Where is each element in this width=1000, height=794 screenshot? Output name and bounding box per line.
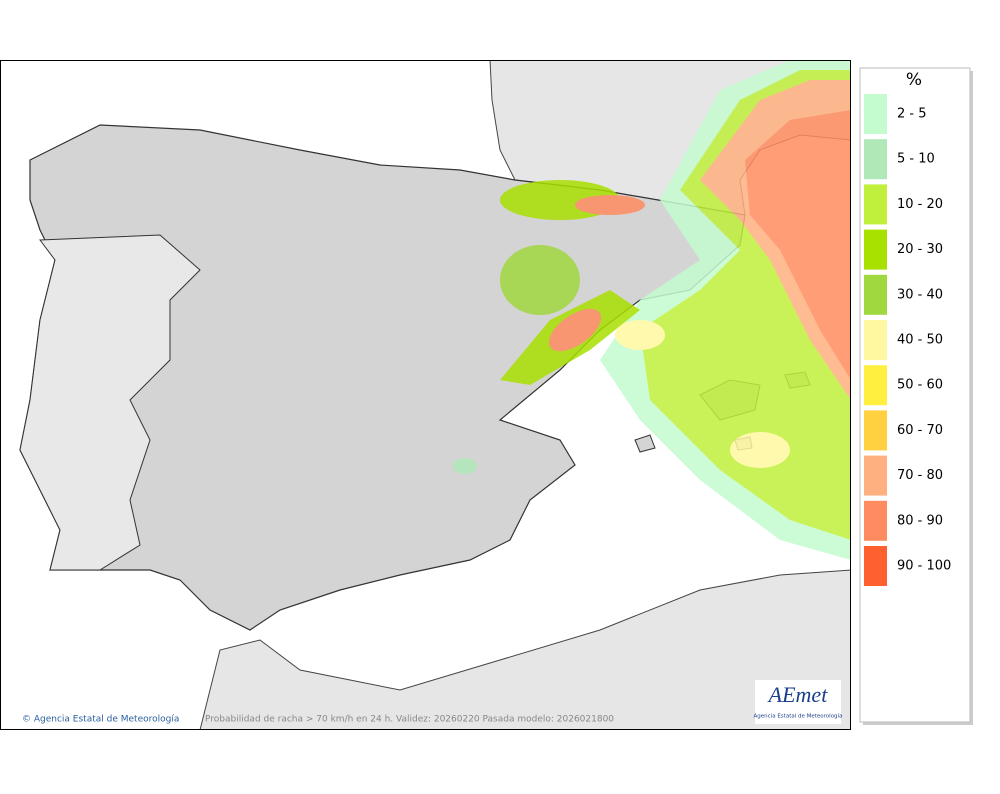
legend-label: 20 - 30: [897, 242, 943, 257]
credit: © Agencia Estatal de Meteorología: [22, 715, 179, 725]
logo-subtitle: Agencia Estatal de Meteorología: [754, 713, 843, 720]
portugal: [19, 234, 201, 571]
legend-swatch: [864, 365, 887, 406]
legend-label: 40 - 50: [897, 333, 943, 348]
legend-label: 5 - 10: [897, 152, 935, 167]
legend-swatch: [864, 320, 887, 360]
legend-swatch: [864, 229, 887, 270]
logo: AEmet: [767, 682, 829, 707]
map-frame: [0, 60, 851, 730]
logo-box: [755, 680, 841, 724]
legend-swatch: [864, 546, 887, 586]
legend-label: 10 - 20: [897, 197, 943, 212]
legend-swatch: [864, 455, 887, 496]
legend-items: 2 - 5 5 - 10 10 - 20 20 - 30 30 - 40 40 - 50 5…: [864, 94, 951, 586]
legend-swatch: [864, 274, 887, 315]
legend-label: 30 - 40: [897, 287, 943, 302]
legend-swatch: [864, 139, 887, 180]
legend-swatch: [864, 500, 887, 541]
legend-label: 60 - 70: [897, 423, 943, 438]
legend-label: 2 - 5: [897, 107, 927, 122]
probability-areas: [453, 61, 850, 560]
africa: [199, 569, 850, 729]
legend-label: 70 - 80: [897, 468, 943, 483]
legend-swatch: [864, 410, 887, 451]
legend-label: 50 - 60: [897, 378, 943, 393]
legend-title: %: [906, 70, 922, 90]
legend-swatch: [864, 184, 887, 225]
legend-label: 90 - 100: [897, 559, 951, 574]
caption: Probabilidad de racha > 70 km/h en 24 h.…: [205, 715, 614, 725]
legend-swatch: [864, 94, 887, 134]
legend-label: 80 - 90: [897, 513, 943, 528]
map: [1, 61, 850, 729]
